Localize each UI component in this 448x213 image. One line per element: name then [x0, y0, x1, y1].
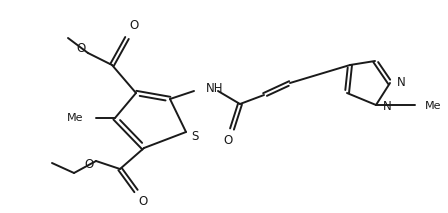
- Text: N: N: [397, 76, 406, 89]
- Text: O: O: [138, 195, 147, 208]
- Text: O: O: [224, 134, 233, 147]
- Text: O: O: [129, 19, 138, 32]
- Text: Me: Me: [66, 113, 83, 123]
- Text: S: S: [191, 131, 198, 144]
- Text: Me: Me: [425, 101, 441, 111]
- Text: NH: NH: [206, 82, 224, 95]
- Text: O: O: [77, 43, 86, 56]
- Text: O: O: [85, 157, 94, 170]
- Text: N: N: [383, 101, 392, 114]
